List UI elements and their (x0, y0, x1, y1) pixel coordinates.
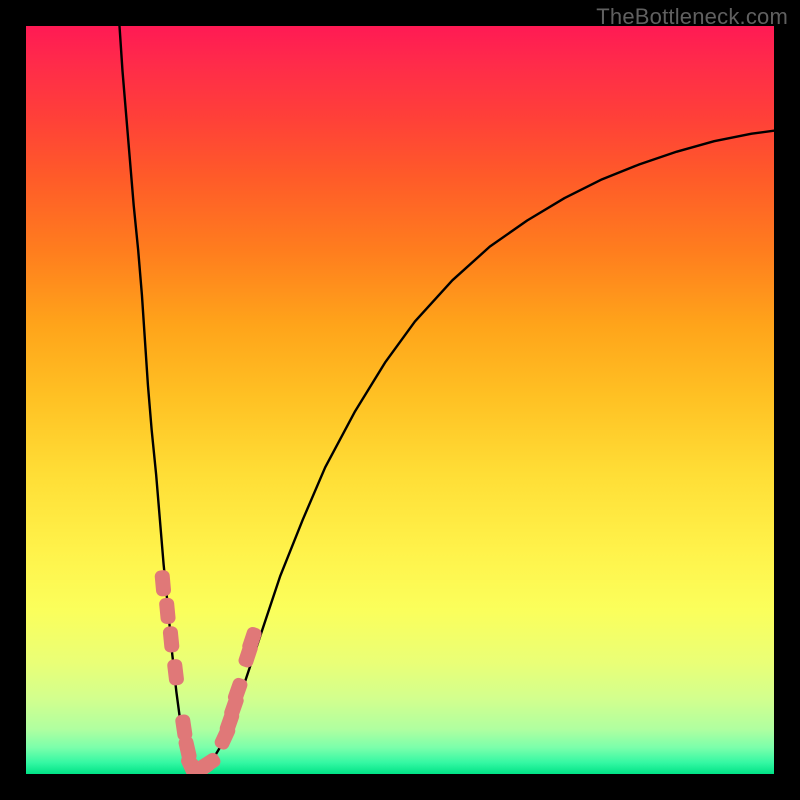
data-marker (159, 597, 176, 624)
plot-svg (26, 26, 774, 774)
watermark-text: TheBottleneck.com (596, 4, 788, 30)
data-marker (162, 626, 180, 653)
gradient-background (26, 26, 774, 774)
figure-outer: TheBottleneck.com (0, 0, 800, 800)
plot-area (26, 26, 774, 774)
data-marker (154, 570, 171, 597)
